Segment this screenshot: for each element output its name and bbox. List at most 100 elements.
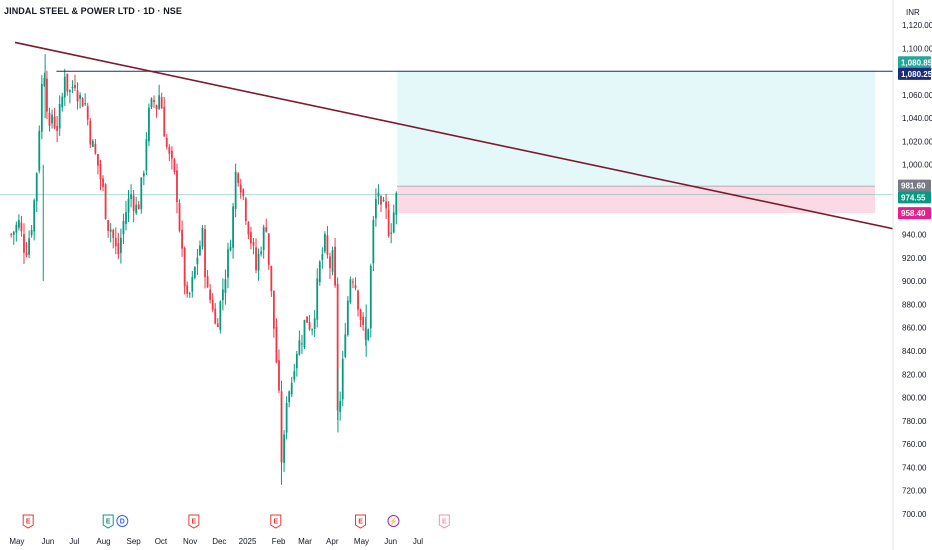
candle-body: [224, 279, 227, 294]
candle-body: [135, 204, 138, 214]
y-tick-label: 820.00: [902, 370, 927, 379]
x-tick-label: Jun: [41, 537, 54, 546]
candle-body: [344, 334, 347, 357]
candle-body: [12, 231, 15, 235]
candle-body: [165, 138, 168, 147]
candle-body: [285, 402, 288, 433]
candle-body: [232, 206, 234, 248]
candle-body: [28, 238, 30, 255]
candle-body: [387, 210, 390, 237]
event-marker-earnings-icon: E: [102, 514, 114, 529]
candle-body: [221, 289, 224, 301]
candle-body: [395, 192, 398, 215]
candle-body: [214, 308, 217, 324]
candle-body: [30, 230, 33, 235]
event-badge: [387, 515, 400, 527]
price-tag-bg: [898, 67, 931, 80]
candle-body: [114, 237, 117, 247]
candle-body: [288, 391, 291, 403]
price-tag-text: 958.40: [901, 209, 926, 218]
candle-body: [86, 106, 89, 120]
candle-body: [53, 116, 56, 128]
drawings-layer: [0, 41, 894, 230]
candle-body: [295, 353, 298, 369]
candle-body: [132, 195, 135, 211]
candle-body: [170, 150, 173, 159]
candle-body: [63, 76, 66, 98]
price-tag: 1,080.25: [898, 67, 932, 80]
x-tick-label: Dec: [212, 537, 226, 546]
candle-body: [125, 212, 127, 224]
candle-body: [58, 104, 61, 129]
y-tick-label: 760.00: [902, 440, 927, 449]
price-tags: 1,080.85 1,080.25 981.60 974.55 958.40: [898, 56, 932, 220]
candle-body: [346, 300, 349, 335]
candle-body: [150, 98, 153, 108]
event-label: E: [442, 519, 447, 526]
candle-body: [374, 198, 377, 219]
candle-body: [237, 173, 240, 183]
candle-body: [234, 171, 237, 209]
candle-body: [181, 229, 183, 249]
candle-body: [71, 87, 74, 89]
candle-body: [40, 83, 43, 132]
candle-body: [33, 200, 36, 232]
candle-body: [329, 256, 331, 269]
candle-body: [260, 251, 263, 254]
candle-body: [390, 232, 393, 234]
candle-body: [56, 126, 59, 131]
candle-body: [369, 265, 372, 329]
candle-body: [127, 198, 130, 213]
y-tick-label: 880.00: [902, 300, 927, 309]
event-badge: [102, 514, 114, 529]
y-tick-label: 1,060.00: [902, 91, 932, 100]
candle-body: [313, 318, 316, 329]
event-marker-split-icon: ⚡: [387, 515, 400, 527]
candle-body: [104, 184, 107, 219]
candle-body: [38, 130, 41, 171]
event-badge: [438, 514, 450, 529]
candle-body: [341, 358, 344, 400]
candle-body: [278, 360, 280, 391]
chart-title: JINDAL STEEL & POWER LTD · 1D · NSE: [4, 6, 183, 16]
candle-body: [61, 96, 64, 108]
y-tick-label: 1,120.00: [902, 21, 932, 30]
x-tick-label: 2025: [239, 537, 257, 546]
event-label: E: [273, 519, 278, 526]
event-marker-earnings-icon: E: [355, 514, 367, 529]
candle-body: [252, 242, 255, 246]
x-tick-label: Aug: [96, 537, 110, 546]
x-tick-label: Apr: [326, 537, 339, 546]
price-tag-bg: [898, 191, 931, 204]
candle-body: [196, 257, 199, 265]
candle-body: [168, 146, 171, 154]
candle-body: [272, 290, 275, 329]
x-tick-label: Oct: [155, 537, 168, 546]
candle-body: [66, 73, 69, 92]
trendline: [14, 41, 894, 230]
candle-body: [112, 230, 115, 238]
time-axis: May Jun Jul Aug Sep Oct Nov Dec 2025 Feb Mar Apr May…: [9, 537, 423, 546]
price-tag-bg: [898, 179, 931, 192]
candle-body: [334, 246, 336, 286]
event-marker-earnings-icon: E: [188, 514, 200, 529]
candle-body: [117, 243, 120, 255]
candle-body: [43, 77, 46, 86]
event-marker-earnings-upcoming-icon: E: [438, 514, 450, 529]
price-tag-text: 1,080.85: [901, 58, 932, 67]
x-tick-label: Jun: [384, 537, 397, 546]
candle-body: [46, 78, 48, 112]
candle-body: [250, 232, 252, 244]
x-tick-label: Jul: [413, 537, 423, 546]
candle-body: [79, 94, 81, 99]
events-row: E E D E E E ⚡ E: [22, 514, 450, 529]
price-tag-text: 981.60: [901, 182, 926, 191]
candle-body: [23, 234, 25, 253]
candle-body: [255, 247, 257, 271]
price-tag: 1,080.85: [898, 56, 932, 69]
candles-layer: [10, 54, 398, 485]
candle-body: [176, 170, 178, 203]
x-tick-label: May: [9, 537, 24, 546]
candle-body: [15, 224, 18, 233]
